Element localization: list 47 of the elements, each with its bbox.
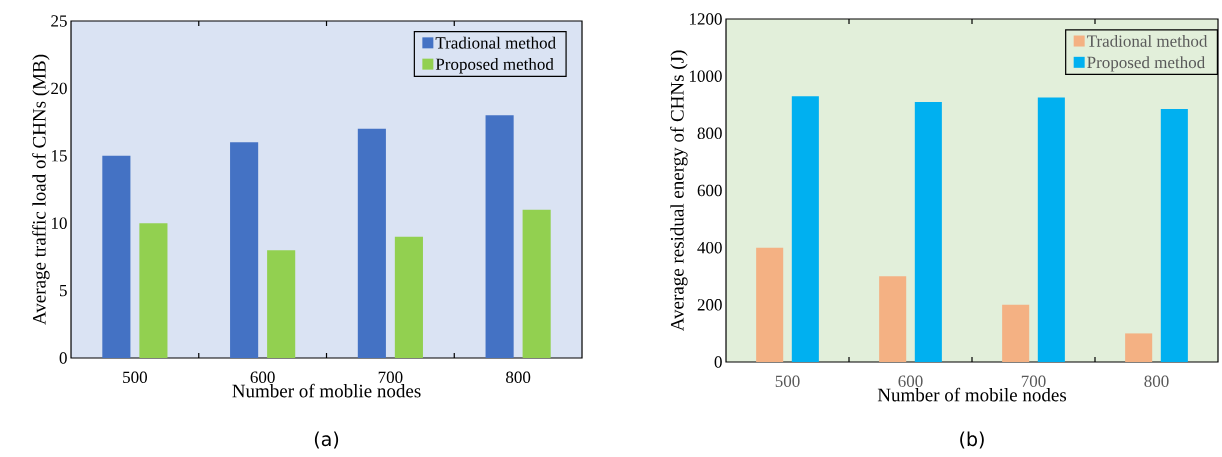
x-tick-label: 700	[378, 371, 403, 383]
x-tick-label: 700	[1021, 375, 1046, 387]
y-tick-label: 600	[697, 184, 722, 197]
text: (a)	[314, 431, 339, 449]
bar	[914, 101, 942, 362]
y-tick-label: 0	[714, 356, 722, 368]
y-tick-label: 400	[697, 241, 722, 254]
y-tick-label: 0	[59, 352, 67, 364]
bar	[756, 247, 784, 362]
x-tick-label: 500	[775, 375, 800, 387]
bar	[1002, 304, 1030, 362]
y-tick-label: 15	[51, 150, 67, 162]
y-tick-label: 1000	[689, 70, 722, 82]
x-axis-title: Number of mobile nodes	[877, 387, 1067, 402]
x-tick-label: 600	[898, 375, 923, 387]
legend-label: Proposed method	[1087, 56, 1205, 72]
bar	[102, 155, 131, 358]
bar	[1160, 109, 1188, 362]
y-tick-label: 1200	[689, 13, 722, 25]
bar	[485, 115, 514, 358]
bar	[139, 223, 168, 358]
bar	[791, 96, 819, 362]
bar	[1037, 97, 1065, 362]
x-tick-label: 800	[506, 371, 531, 383]
legend-label: Proposed method	[435, 58, 554, 74]
y-axis-title: Average residual energy of CHNs (J)	[670, 50, 688, 332]
x-tick-label: 800	[1144, 375, 1169, 387]
text: (b)	[960, 431, 984, 449]
y-tick-label: 5	[59, 284, 67, 297]
x-tick-label: 500	[123, 371, 147, 383]
y-tick-label: 10	[51, 217, 67, 229]
y-tick-label: 800	[697, 127, 722, 140]
bar	[394, 236, 423, 358]
y-tick-label: 20	[51, 82, 67, 95]
y-tick-label: 25	[51, 15, 67, 27]
y-axis-title: Average traffic load of CHNs (MB)	[32, 54, 50, 325]
x-axis-title: Number of moblie nodes	[232, 383, 421, 398]
legend-label: Tradional method	[435, 36, 556, 49]
legend-label: Tradional method	[1086, 34, 1208, 47]
bar	[522, 209, 551, 358]
bar	[357, 128, 386, 358]
bar	[267, 250, 296, 358]
bar	[230, 142, 259, 358]
bar	[1125, 333, 1153, 362]
bar	[879, 276, 907, 362]
y-tick-label: 200	[697, 299, 722, 311]
x-tick-label: 600	[250, 371, 275, 383]
